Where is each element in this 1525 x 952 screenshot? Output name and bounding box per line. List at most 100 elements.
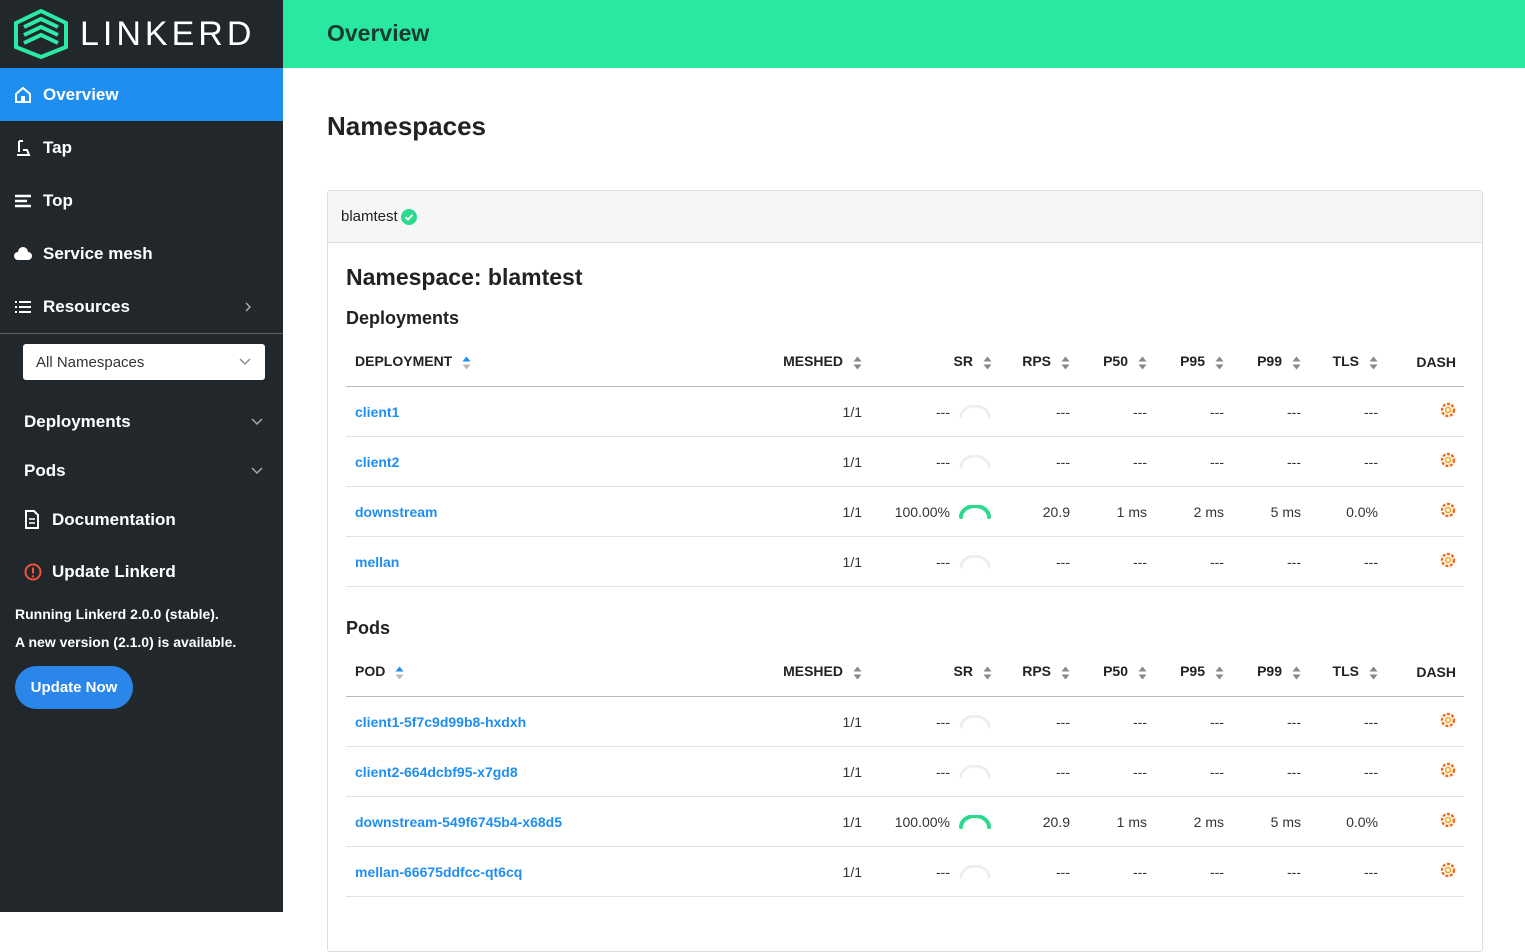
cell-text: --- <box>936 763 950 780</box>
documentation[interactable]: Documentation <box>0 495 283 544</box>
column-header[interactable]: MESHED <box>700 648 870 697</box>
dash-cell[interactable] <box>1386 846 1464 897</box>
resource-link[interactable]: client1-5f7c9d99b8-hxdxh <box>355 713 527 730</box>
separator <box>0 333 283 334</box>
nav-label: Tap <box>43 137 72 157</box>
namespace-select[interactable]: All Namespaces <box>23 344 265 380</box>
table-row: client2 1/1 --- --- --- --- --- --- <box>346 436 1464 487</box>
cell-text: 100.00% <box>894 813 950 830</box>
section-item[interactable]: Pods <box>0 446 283 495</box>
nav-item[interactable]: Service mesh <box>0 227 283 280</box>
grafana-icon <box>1440 762 1456 778</box>
column-header[interactable]: TLS <box>1309 338 1386 387</box>
sort-arrows <box>1138 356 1147 370</box>
grafana-icon <box>1440 812 1456 828</box>
table-cell: mellan-66675ddfcc-qt6cq <box>346 846 700 897</box>
available-note: A new version (2.1.0) is available. <box>15 634 237 650</box>
cell-text: 1/1 <box>842 403 862 420</box>
table-row: downstream-549f6745b4-x68d5 1/1 100.00% 20.… <box>346 796 1464 847</box>
chevron <box>245 301 252 312</box>
namespace-tab[interactable]: blamtest <box>328 191 1482 243</box>
sr-gauge <box>959 864 991 878</box>
check-icon <box>400 208 417 225</box>
header-title: Overview <box>327 20 430 46</box>
column-header[interactable]: POD <box>346 648 700 697</box>
resource-link[interactable]: client2 <box>355 453 400 470</box>
cell-text: --- <box>1133 713 1147 730</box>
nav-icon <box>15 194 31 207</box>
table-cell: --- <box>870 696 1000 747</box>
column-header[interactable]: RPS <box>1000 648 1078 697</box>
resource-link[interactable]: downstream <box>355 503 438 520</box>
column-header[interactable]: SR <box>870 648 1000 697</box>
table-cell: client1-5f7c9d99b8-hxdxh <box>346 696 700 747</box>
table-cell: 1 ms <box>1078 796 1155 847</box>
section-item[interactable]: Deployments <box>0 397 283 446</box>
table-cell: --- <box>1309 436 1386 487</box>
select-chevron <box>239 358 251 365</box>
column-header[interactable]: RPS <box>1000 338 1078 387</box>
sr-cell: --- <box>936 864 992 880</box>
resource-link[interactable]: mellan-66675ddfcc-qt6cq <box>355 863 523 880</box>
nav-item[interactable]: Resources <box>0 280 283 333</box>
cell-text: 1/1 <box>842 713 862 730</box>
cell-text: --- <box>1287 863 1301 880</box>
sort-arrows <box>853 666 862 680</box>
nav-icon <box>15 300 31 313</box>
update-button[interactable]: Update Now <box>15 666 133 709</box>
table-cell: --- <box>1155 536 1232 587</box>
column-header[interactable]: P95 <box>1155 338 1232 387</box>
grafana-icon <box>1440 552 1456 568</box>
resource-link[interactable]: mellan <box>355 553 400 570</box>
cell-text: --- <box>1056 713 1070 730</box>
nav-item[interactable]: Overview <box>0 68 283 121</box>
cell-text: --- <box>1056 403 1070 420</box>
cell-text: --- <box>1210 403 1224 420</box>
column-label: DASH <box>1416 354 1456 370</box>
table-cell: --- <box>1000 536 1078 587</box>
column-label: MESHED <box>783 353 843 370</box>
dash-cell[interactable] <box>1386 486 1464 537</box>
table-cell: 1/1 <box>700 486 870 537</box>
namespace-card: blamtest Namespace: blamtest Deployments… <box>327 190 1483 952</box>
column-header[interactable]: P95 <box>1155 648 1232 697</box>
table-cell: 1 ms <box>1078 486 1155 537</box>
dash-cell[interactable] <box>1386 386 1464 437</box>
update-title: Update Linkerd <box>0 544 283 600</box>
cell-text: --- <box>1133 863 1147 880</box>
table-row: client1-5f7c9d99b8-hxdxh 1/1 --- --- --- --- -… <box>346 696 1464 747</box>
page-heading: Namespaces <box>327 111 486 141</box>
table-cell: --- <box>1232 696 1309 747</box>
dash-cell[interactable] <box>1386 696 1464 747</box>
cell-text: 0.0% <box>1346 503 1378 520</box>
column-header[interactable]: DEPLOYMENT <box>346 338 700 387</box>
table-cell: 0.0% <box>1309 486 1386 537</box>
table-row: client2-664dcbf95-x7gd8 1/1 --- --- --- --- --… <box>346 746 1464 797</box>
column-header[interactable]: P50 <box>1078 338 1155 387</box>
dash-cell[interactable] <box>1386 436 1464 487</box>
table-cell: 100.00% <box>870 796 1000 847</box>
grafana-icon <box>1440 712 1456 728</box>
table-cell: --- <box>870 436 1000 487</box>
column-header[interactable]: P99 <box>1232 338 1309 387</box>
column-header[interactable]: P99 <box>1232 648 1309 697</box>
dash-cell[interactable] <box>1386 536 1464 587</box>
sr-cell: --- <box>936 404 992 420</box>
column-header[interactable]: MESHED <box>700 338 870 387</box>
cell-text: 5 ms <box>1270 503 1301 520</box>
column-header[interactable]: SR <box>870 338 1000 387</box>
column-header[interactable]: TLS <box>1309 648 1386 697</box>
dash-cell[interactable] <box>1386 796 1464 847</box>
dash-cell[interactable] <box>1386 746 1464 797</box>
resource-link[interactable]: client2-664dcbf95-x7gd8 <box>355 763 518 780</box>
column-header[interactable]: P50 <box>1078 648 1155 697</box>
cell-text: --- <box>1056 863 1070 880</box>
nav-item[interactable]: Tap <box>0 121 283 174</box>
nav-item[interactable]: Top <box>0 174 283 227</box>
sort-arrows <box>1061 356 1070 370</box>
cell-text: 20.9 <box>1042 503 1070 520</box>
nav: Overview Tap Top Service mesh Resources <box>0 68 283 333</box>
resource-link[interactable]: downstream-549f6745b4-x68d5 <box>355 813 562 830</box>
resource-link[interactable]: client1 <box>355 403 400 420</box>
